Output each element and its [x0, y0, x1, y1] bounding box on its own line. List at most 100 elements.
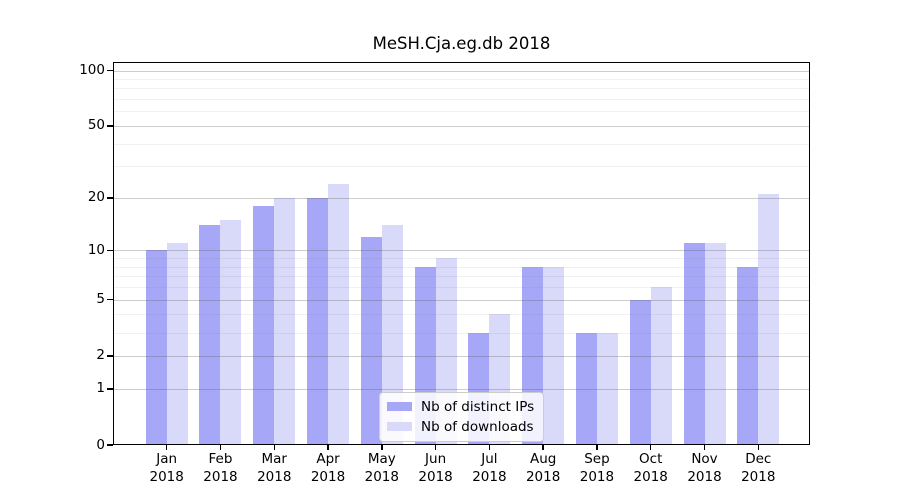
bar-dec-ips — [737, 266, 759, 445]
legend-swatch-distinct-ips-icon — [387, 402, 412, 411]
x-tick-label-year: 2018 — [687, 469, 722, 485]
x-tick-label-year: 2018 — [364, 469, 399, 485]
grid-line-major — [113, 355, 810, 357]
y-tick-label: 1 — [96, 380, 105, 397]
x-tick — [219, 445, 222, 450]
grid-line-major — [113, 125, 810, 127]
bar-sep-ips — [575, 332, 597, 445]
bar-nov-downloads — [704, 243, 726, 445]
y-tick-label: 20 — [87, 189, 105, 206]
grid-line-major — [113, 250, 810, 252]
chart-title: MeSH.Cja.eg.db 2018 — [372, 34, 551, 53]
legend-swatch-downloads-icon — [387, 422, 412, 431]
y-tick — [107, 125, 113, 127]
x-tick — [649, 445, 652, 450]
x-tick-label-month: Jun — [425, 451, 447, 467]
x-tick-label-month: Dec — [745, 451, 772, 467]
bar-mar-downloads — [274, 197, 296, 445]
bar-dec-downloads — [758, 194, 780, 445]
bar-jan-ips — [145, 250, 167, 445]
x-tick-label-month: Aug — [529, 451, 557, 467]
bar-aug-downloads — [543, 266, 565, 445]
grid-line-minor — [113, 332, 810, 334]
bar-oct-ips — [629, 299, 651, 445]
grid-line-minor — [113, 276, 810, 278]
y-tick-label: 100 — [79, 62, 105, 78]
x-tick — [703, 445, 706, 450]
y-tick-label: 50 — [87, 117, 105, 134]
x-tick — [542, 445, 544, 450]
y-tick — [107, 69, 113, 72]
bar-feb-downloads — [220, 220, 242, 445]
x-tick — [381, 445, 383, 450]
grid-line-minor — [113, 266, 810, 268]
grid-line-minor — [113, 258, 810, 260]
grid-line-major — [113, 388, 810, 390]
bar-feb-ips — [199, 225, 221, 445]
bar-sep-downloads — [596, 332, 618, 445]
x-tick-label-year: 2018 — [418, 469, 453, 485]
x-tick — [273, 445, 275, 450]
bar-jan-downloads — [166, 243, 188, 445]
x-tick-label-month: Oct — [639, 451, 663, 467]
bar-mar-ips — [253, 206, 275, 445]
x-tick-label-month: Feb — [208, 451, 233, 467]
bar-apr-downloads — [328, 183, 350, 445]
grid-line-minor — [113, 78, 810, 80]
x-tick-label-month: Apr — [316, 451, 340, 467]
y-tick-label: 10 — [87, 241, 105, 258]
y-tick-label: 5 — [96, 291, 105, 308]
bar-may-downloads — [381, 225, 403, 445]
x-tick-label-month: Nov — [691, 451, 718, 467]
bar-apr-ips — [307, 197, 329, 445]
grid-line-major — [113, 299, 810, 301]
y-tick-label: 2 — [96, 347, 105, 364]
x-tick-label-month: Jul — [481, 451, 498, 467]
plot-area — [113, 62, 810, 445]
x-tick — [757, 445, 760, 450]
grid-line-minor — [113, 111, 810, 113]
y-tick — [107, 298, 113, 301]
x-tick-label-year: 2018 — [633, 469, 668, 485]
x-tick — [488, 445, 491, 450]
x-tick — [165, 445, 168, 450]
y-tick-label: 0 — [96, 436, 105, 453]
grid-line-minor — [113, 88, 810, 90]
legend-label-downloads: Nb of downloads — [421, 418, 534, 435]
grid-line-major — [113, 70, 810, 72]
y-tick — [107, 249, 113, 252]
x-tick — [434, 445, 437, 450]
x-tick-label-year: 2018 — [203, 469, 238, 485]
grid-line-minor — [113, 143, 810, 145]
legend-item-downloads: Nb of downloads — [387, 418, 534, 435]
grid-line-minor — [113, 166, 810, 168]
x-tick — [596, 445, 598, 450]
grid-line-minor — [113, 314, 810, 316]
legend-item-distinct-ips: Nb of distinct IPs — [387, 398, 534, 415]
bar-oct-downloads — [650, 287, 672, 445]
y-tick — [107, 444, 113, 446]
y-tick — [107, 355, 113, 357]
x-tick-label-year: 2018 — [579, 469, 615, 485]
y-tick — [107, 197, 113, 199]
legend-label-distinct-ips: Nb of distinct IPs — [421, 398, 535, 415]
x-tick-label-year: 2018 — [525, 469, 561, 485]
x-tick-label-year: 2018 — [149, 469, 184, 485]
x-tick-label-month: May — [367, 451, 396, 467]
grid-line-minor — [113, 287, 810, 289]
bar-nov-ips — [683, 243, 705, 445]
x-tick-label-year: 2018 — [472, 469, 507, 485]
legend: Nb of distinct IPs Nb of downloads — [379, 392, 545, 442]
bar-may-ips — [360, 236, 382, 445]
y-tick — [107, 388, 113, 390]
x-tick-label-month: Mar — [261, 451, 287, 467]
x-tick-label-year: 2018 — [310, 469, 346, 485]
x-tick-label-year: 2018 — [257, 469, 292, 485]
grid-line-major — [113, 197, 810, 199]
x-tick-label-month: Jan — [156, 451, 178, 467]
x-tick-label-month: Sep — [584, 451, 610, 467]
grid-line-minor — [113, 99, 810, 101]
x-tick-label-year: 2018 — [741, 469, 776, 485]
x-tick — [327, 445, 329, 450]
